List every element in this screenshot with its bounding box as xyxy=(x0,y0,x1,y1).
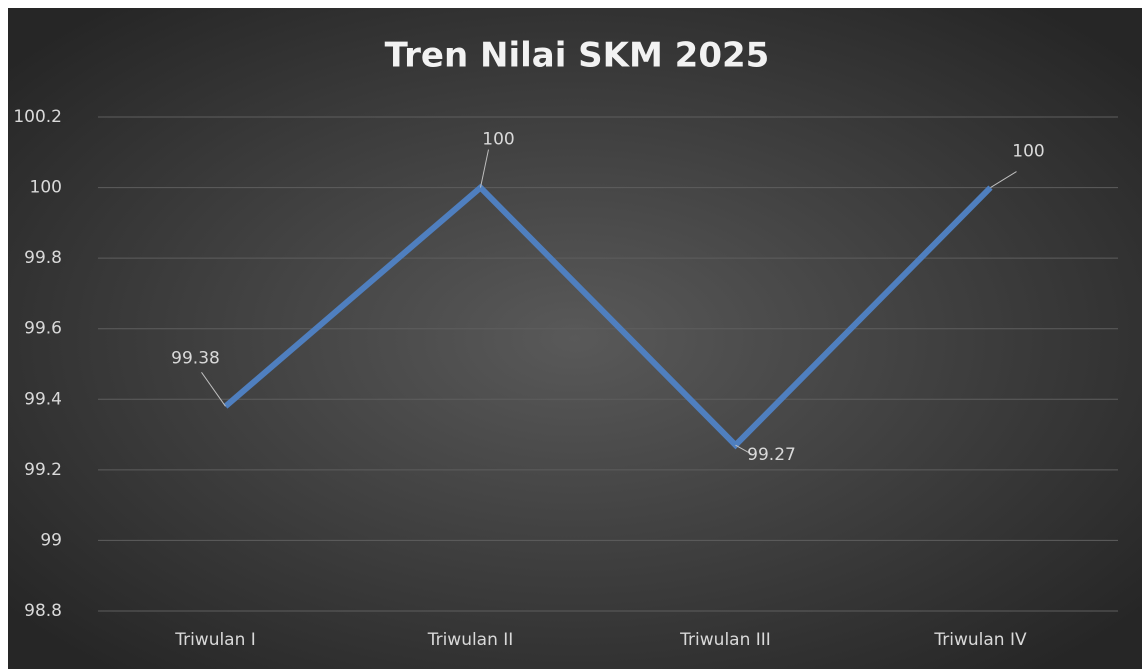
data-label: 99.27 xyxy=(747,445,796,465)
y-tick-label: 100 xyxy=(30,178,62,198)
y-tick-label: 99.2 xyxy=(24,460,62,480)
x-tick-label: Triwulan I xyxy=(174,630,256,650)
x-tick-label: Triwulan II xyxy=(427,630,514,650)
x-tick-label: Triwulan III xyxy=(679,630,771,650)
data-label: 100 xyxy=(482,130,514,150)
y-tick-label: 100.2 xyxy=(13,107,62,127)
leader-line xyxy=(480,149,489,188)
leader-line xyxy=(201,372,226,407)
leader-line xyxy=(735,444,754,456)
chart-title: Tren Nilai SKM 2025 xyxy=(385,36,770,76)
y-tick-label: 98.8 xyxy=(24,601,62,621)
y-tick-label: 99.6 xyxy=(24,319,62,339)
line xyxy=(223,183,993,450)
data-label: 99.38 xyxy=(171,348,220,368)
y-tick-label: 99.4 xyxy=(24,389,62,409)
leader-line xyxy=(990,171,1017,188)
y-tick-label: 99.8 xyxy=(24,248,62,268)
y-tick-label: 99 xyxy=(40,530,62,550)
chart-background xyxy=(8,8,1142,669)
x-tick-label: Triwulan IV xyxy=(933,630,1027,650)
data-label: 100 xyxy=(1012,142,1044,162)
